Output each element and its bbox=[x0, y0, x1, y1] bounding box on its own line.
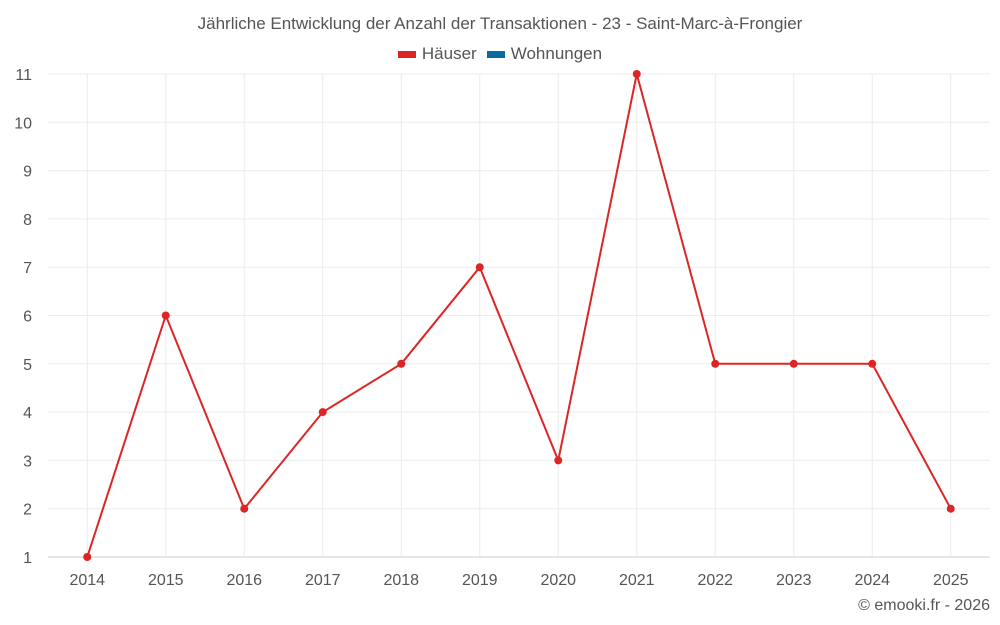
data-point bbox=[318, 408, 327, 417]
x-tick-label: 2025 bbox=[933, 572, 969, 589]
y-tick-label: 8 bbox=[23, 212, 32, 229]
data-point bbox=[632, 70, 641, 78]
legend-label-haeuser: Häuser bbox=[421, 44, 477, 63]
y-tick-label: 9 bbox=[23, 164, 32, 181]
y-tick-label: 10 bbox=[14, 115, 32, 132]
x-tick-label: 2015 bbox=[148, 572, 184, 589]
legend-item-haeuser[interactable]: Häuser bbox=[397, 44, 477, 64]
y-tick-label: 1 bbox=[23, 550, 32, 567]
x-tick-label: 2023 bbox=[776, 572, 812, 589]
x-tick-label: 2017 bbox=[305, 572, 341, 589]
data-point bbox=[161, 311, 170, 320]
legend-item-wohnungen[interactable]: Wohnungen bbox=[486, 44, 603, 64]
credit-text: © emooki.fr - 2026 bbox=[858, 597, 990, 614]
x-tick-label: 2021 bbox=[619, 572, 655, 589]
legend-label-wohnungen: Wohnungen bbox=[510, 44, 603, 63]
data-point bbox=[789, 359, 798, 368]
series-line bbox=[86, 73, 952, 558]
data-point bbox=[711, 359, 720, 368]
x-tick-label: 2024 bbox=[854, 572, 890, 589]
legend-swatch-wohnungen bbox=[486, 50, 505, 58]
y-tick-label: 6 bbox=[23, 309, 32, 326]
x-tick-label: 2022 bbox=[697, 572, 733, 589]
x-tick-label: 2014 bbox=[69, 572, 105, 589]
y-tick-label: 2 bbox=[23, 502, 32, 519]
data-point bbox=[240, 504, 249, 513]
data-point bbox=[946, 504, 955, 513]
x-tick-label: 2018 bbox=[383, 572, 419, 589]
x-tick-label: 2020 bbox=[540, 572, 576, 589]
y-tick-label: 7 bbox=[23, 260, 32, 277]
y-tick-label: 3 bbox=[23, 453, 32, 470]
chart-title: Jährliche Entwicklung der Anzahl der Tra… bbox=[197, 14, 803, 33]
y-tick-label: 5 bbox=[23, 357, 32, 374]
y-tick-label: 4 bbox=[23, 405, 32, 422]
data-point bbox=[397, 359, 406, 368]
legend-swatch-haeuser bbox=[397, 50, 416, 58]
data-point bbox=[868, 359, 877, 368]
y-tick-label: 11 bbox=[15, 67, 32, 84]
x-tick-label: 2016 bbox=[226, 572, 262, 589]
data-point bbox=[554, 456, 563, 465]
data-point bbox=[475, 263, 484, 272]
legend: Häuser Wohnungen bbox=[0, 44, 1000, 64]
data-point bbox=[83, 553, 92, 561]
x-tick-label: 2019 bbox=[462, 572, 498, 589]
